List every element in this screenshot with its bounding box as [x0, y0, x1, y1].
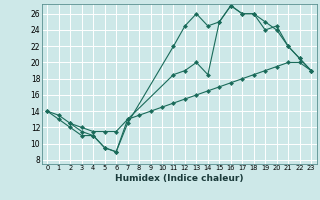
X-axis label: Humidex (Indice chaleur): Humidex (Indice chaleur)	[115, 174, 244, 183]
